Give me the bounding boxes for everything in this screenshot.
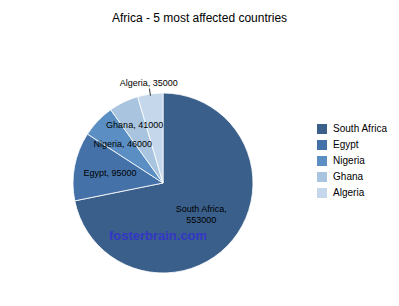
html-text:South Africa: South Africa — [333, 123, 387, 134]
html-text:Africa - 5 most affected count: Africa - 5 most affected countries — [111, 11, 288, 25]
svg-text:South Africa,553000: South Africa,553000 — [176, 204, 227, 225]
svg-text:Ghana, 41000: Ghana, 41000 — [106, 120, 163, 130]
svg-text:Algeria, 35000: Algeria, 35000 — [120, 78, 178, 88]
html-text:Nigeria: Nigeria — [333, 155, 365, 166]
svg-text:Egypt, 95000: Egypt, 95000 — [83, 168, 136, 178]
svg-text:Nigeria, 46000: Nigeria, 46000 — [93, 139, 152, 149]
html-text:Ghana: Ghana — [333, 171, 364, 182]
html-text:Egypt: Egypt — [333, 139, 359, 150]
html-text:Algeria: Algeria — [333, 187, 365, 198]
html-text:fosterbrain.com: fosterbrain.com — [108, 228, 208, 243]
